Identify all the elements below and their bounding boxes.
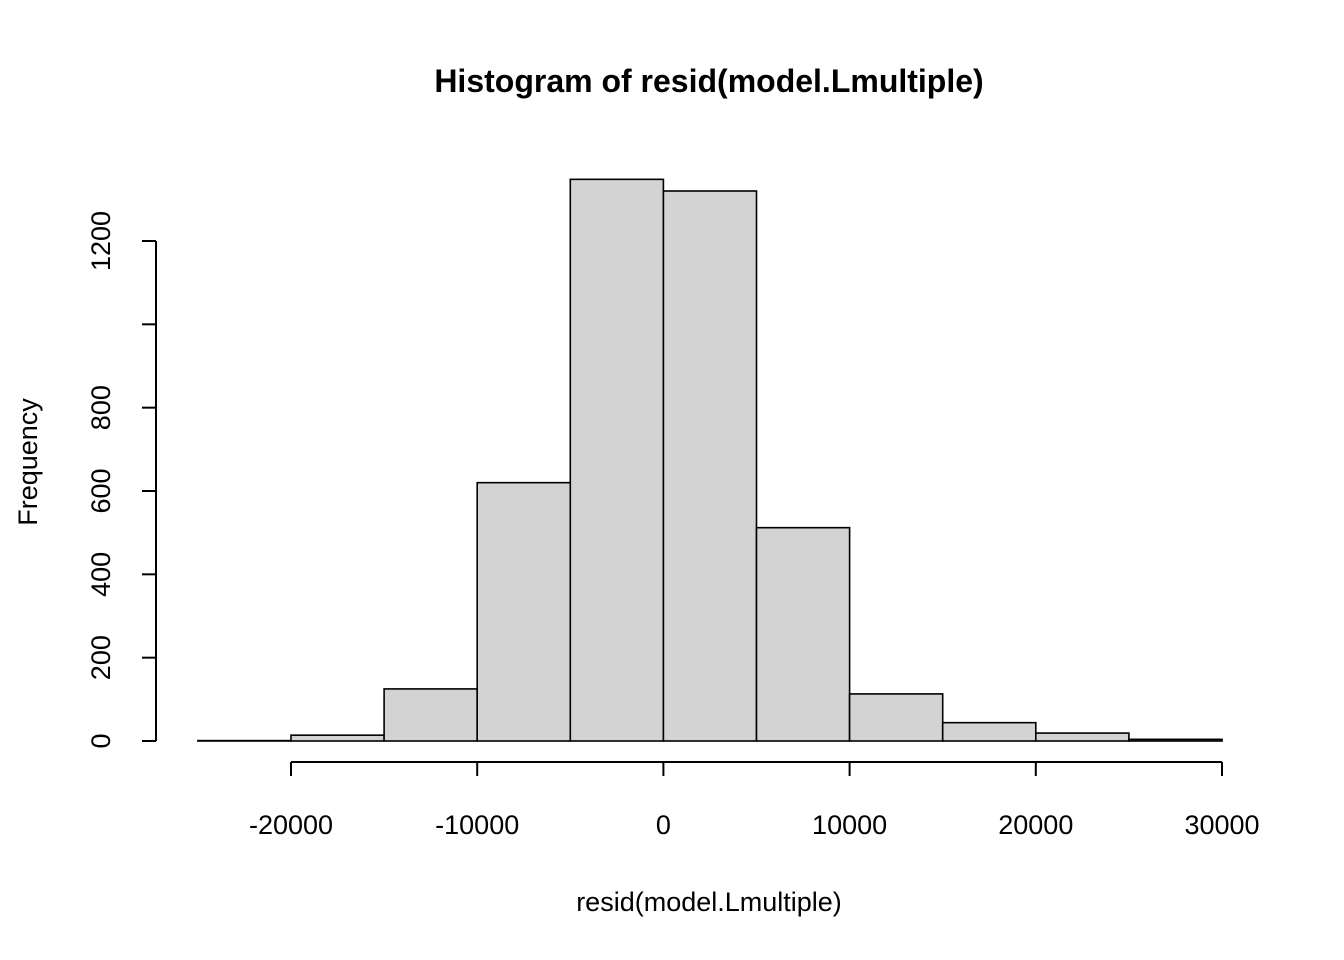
y-tick-label: 0: [86, 733, 116, 748]
y-tick-label: 200: [86, 635, 116, 680]
x-tick-label: 10000: [812, 810, 887, 840]
histogram-bar-4: [569, 178, 665, 742]
histogram-bar-3: [476, 481, 572, 742]
histogram-bar-2: [383, 688, 479, 742]
chart-title: Histogram of resid(model.Lmultiple): [434, 63, 983, 99]
histogram-bar-10: [1128, 738, 1223, 742]
y-tick-label: 800: [86, 385, 116, 430]
y-tick-label: 400: [86, 552, 116, 597]
y-tick-label: 1200: [86, 211, 116, 271]
histogram-bar-6: [755, 526, 851, 742]
x-tick-label: -20000: [249, 810, 333, 840]
x-tick-label: 20000: [998, 810, 1073, 840]
histogram-bar-7: [848, 693, 944, 742]
x-axis-label: resid(model.Lmultiple): [576, 887, 842, 917]
x-tick-label: -10000: [435, 810, 519, 840]
x-tick-label: 0: [656, 810, 671, 840]
y-axis: 0 200 400 600 800 1200: [86, 211, 157, 749]
bars-group: [197, 178, 1223, 742]
histogram-bar-9: [1035, 732, 1130, 742]
histogram-bar-5: [662, 190, 758, 742]
histogram-bar-8: [941, 721, 1037, 742]
x-axis: -20000 -10000 0 10000 20000 30000: [249, 761, 1260, 840]
x-tick-label: 30000: [1184, 810, 1259, 840]
y-axis-label: Frequency: [13, 398, 43, 526]
histogram-bar-1: [290, 734, 385, 742]
y-tick-label: 600: [86, 468, 116, 513]
